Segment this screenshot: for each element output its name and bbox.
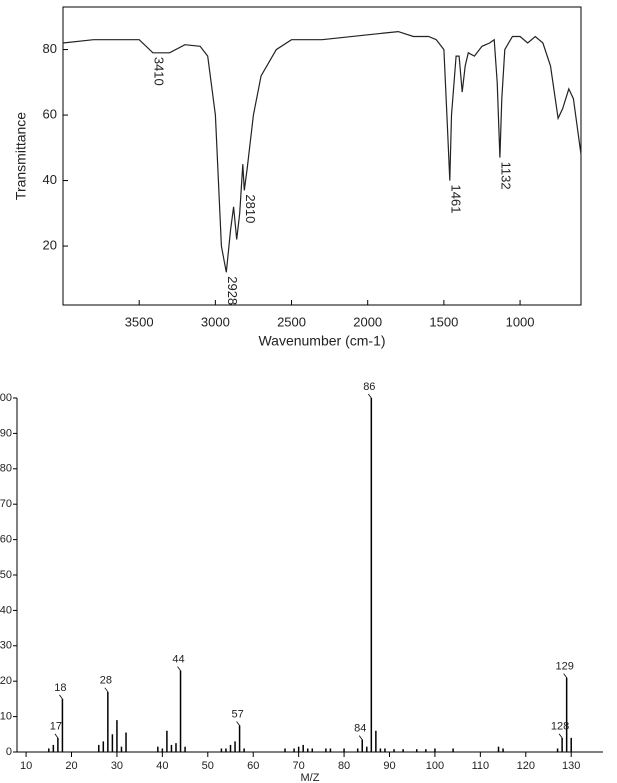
y-tick-label: 60 [0,534,12,546]
y-tick-label: 60 [43,107,57,122]
y-tick-label: 80 [43,41,57,56]
spectrum-line [62,30,582,273]
peak-label: 129 [555,661,573,673]
peak-label: 3410 [151,57,166,86]
peak-label: 57 [231,708,243,720]
x-tick-label: 50 [202,760,214,772]
label-leader [563,673,567,678]
x-tick-label: 80 [338,760,350,772]
y-tick-label: 20 [43,237,57,252]
label-leader [104,687,109,693]
peak-label: 2928 [225,276,240,305]
x-tick-label: 2500 [277,314,306,329]
x-tick-label: 2000 [353,314,382,329]
x-axis-label: M/Z [301,772,320,783]
label-leader [558,733,563,739]
y-tick-label: 30 [0,640,12,652]
label-leader [59,694,63,700]
x-tick-label: 120 [517,760,535,772]
x-tick-label: 3000 [201,314,230,329]
label-leader [358,735,363,740]
peak-label: 17 [50,721,62,733]
x-tick-label: 20 [65,760,77,772]
peak-label: 1132 [499,162,514,190]
x-tick-label: 110 [472,760,490,772]
y-axis-label: Transmittance [13,112,29,200]
peak-label: 1461 [448,185,463,214]
y-tick-label: 50 [0,569,12,581]
x-tick-label: 10 [20,760,32,772]
x-tick-label: 40 [156,760,168,772]
peak-label: 28 [100,675,112,687]
y-tick-label: 90 [0,427,12,439]
x-tick-label: 1000 [506,314,535,329]
x-tick-label: 100 [426,760,444,772]
x-tick-label: 30 [111,760,123,772]
peak-label: 2810 [243,194,258,223]
x-tick-label: 130 [562,760,580,772]
x-tick-label: 3500 [125,314,154,329]
y-tick-label: 80 [0,463,12,475]
x-tick-label: 1500 [429,314,458,329]
y-tick-label: 100 [0,392,12,404]
peak-label: 128 [551,721,569,733]
x-tick-label: 90 [383,760,395,772]
label-leader [236,721,240,726]
label-leader [177,666,181,671]
plot-frame [62,6,582,306]
peak-label: 18 [54,682,66,694]
y-tick-label: 40 [0,604,12,616]
peak-label: 86 [363,381,375,393]
peak-label: 44 [172,653,184,665]
y-tick-label: 10 [0,711,12,723]
y-tick-label: 0 [6,746,12,758]
y-tick-label: 70 [0,498,12,510]
y-tick-label: 40 [43,172,57,187]
label-leader [54,733,59,739]
x-tick-label: 60 [247,760,259,772]
y-tick-label: 20 [0,675,12,687]
label-leader [368,393,372,399]
x-axis-label: Wavenumber (cm-1) [258,333,385,349]
peak-label: 84 [354,723,366,735]
x-tick-label: 70 [293,760,305,772]
